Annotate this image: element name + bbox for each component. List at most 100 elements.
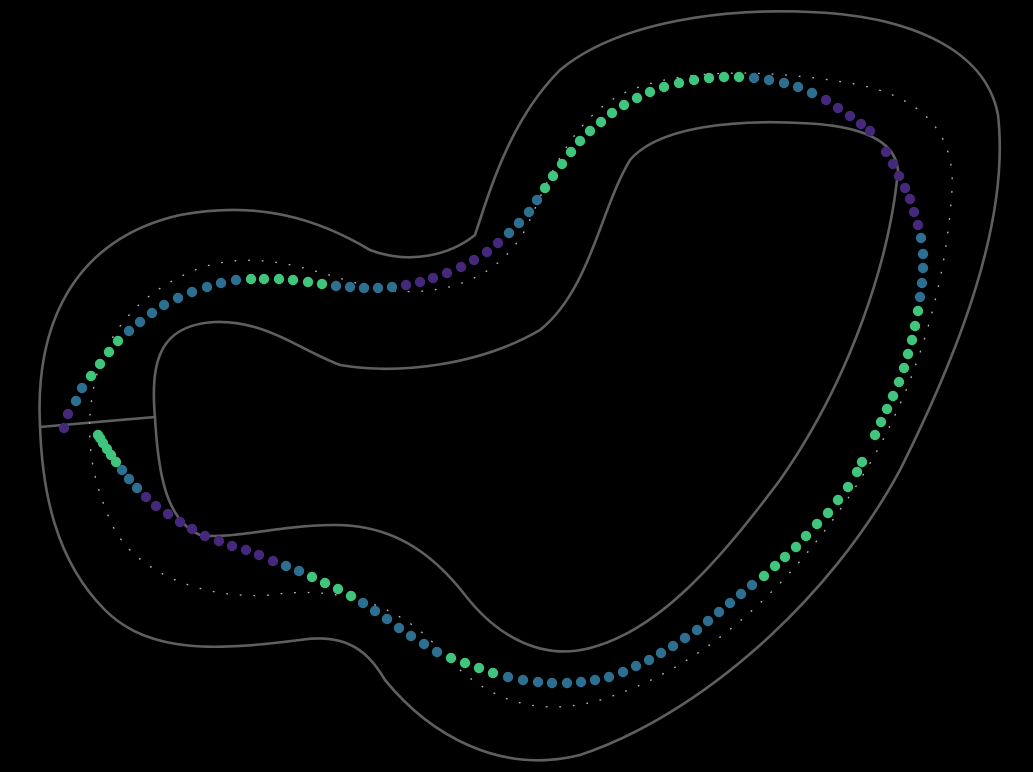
trajectory-point — [123, 473, 135, 485]
trajectory-point — [293, 565, 305, 577]
trajectory-point — [746, 579, 758, 591]
trajectory-point — [287, 274, 299, 286]
trajectory-point — [832, 102, 844, 114]
trajectory-point — [344, 281, 356, 293]
trajectory-point — [358, 282, 370, 294]
trajectory-point — [441, 267, 453, 279]
trajectory-point — [630, 660, 642, 672]
trajectory-point — [393, 622, 405, 634]
trajectory-point — [673, 77, 685, 89]
trajectory-point — [811, 518, 823, 530]
trajectory-point — [618, 99, 630, 111]
trajectory-point — [893, 170, 905, 182]
trajectory-point — [912, 305, 924, 317]
trajectory-point — [85, 370, 97, 382]
trajectory-point — [792, 81, 804, 93]
trajectory-point — [822, 507, 834, 519]
trajectory-point — [330, 280, 342, 292]
trajectory-point — [893, 376, 905, 388]
trajectory-point — [595, 116, 607, 128]
trajectory-point — [735, 588, 747, 600]
trajectory-point — [887, 390, 899, 402]
trajectory-point — [158, 299, 170, 311]
trajectory-point — [418, 638, 430, 650]
trajectory-point — [916, 277, 928, 289]
outer-track-boundary — [38, 9, 1002, 762]
trajectory-point — [273, 273, 285, 285]
trajectory-point — [134, 316, 146, 328]
trajectory-point — [603, 671, 615, 683]
trajectory-point — [414, 276, 426, 288]
trajectory-point — [215, 277, 227, 289]
trajectory-point — [213, 535, 225, 547]
trajectory-point — [357, 597, 369, 609]
trajectory-point — [517, 674, 529, 686]
trajectory-point — [199, 530, 211, 542]
trajectory-point — [912, 219, 924, 231]
trajectory-point — [898, 362, 910, 374]
trajectory-point — [226, 540, 238, 552]
trajectory-point — [369, 605, 381, 617]
trajectory-point — [280, 560, 292, 572]
trajectory-markers — [58, 71, 929, 689]
trajectory-point — [733, 71, 745, 83]
trajectory-point — [561, 677, 573, 689]
trajectory-point — [172, 292, 184, 304]
trajectory-point — [790, 541, 802, 553]
trajectory-point — [724, 597, 736, 609]
trajectory-point — [140, 491, 152, 503]
trajectory-point — [123, 325, 135, 337]
trajectory-point — [386, 281, 398, 293]
trajectory-point — [468, 254, 480, 266]
trajectory-point — [481, 246, 493, 258]
trajectory-point — [459, 657, 471, 669]
trajectory-point — [899, 182, 911, 194]
trajectory-point — [381, 613, 393, 625]
trajectory-point — [531, 194, 543, 206]
trajectory-point — [864, 125, 876, 137]
trajectory-point — [539, 182, 551, 194]
trajectory-point — [702, 615, 714, 627]
trajectory-point — [763, 74, 775, 86]
trajectory-point — [713, 606, 725, 618]
trajectory-point — [201, 281, 213, 293]
trajectory-point — [146, 307, 158, 319]
trajectory-point — [523, 206, 535, 218]
trajectory-point — [427, 272, 439, 284]
trajectory-point — [875, 416, 887, 428]
trajectory-point — [253, 549, 265, 561]
trajectory-point — [492, 237, 504, 249]
trajectory-point — [703, 72, 715, 84]
trajectory-point — [150, 500, 162, 512]
trajectory-point — [112, 335, 124, 347]
trajectory-point — [779, 551, 791, 563]
trajectory-point — [574, 135, 586, 147]
trajectory-point — [880, 146, 892, 158]
trajectory-point — [503, 227, 515, 239]
trajectory-point — [345, 590, 357, 602]
trajectory-point — [405, 630, 417, 642]
trajectory-point — [917, 248, 929, 260]
trajectory-point — [917, 262, 929, 274]
trajectory-point — [856, 456, 868, 468]
trajectory-point — [584, 125, 596, 137]
trajectory-point — [372, 282, 384, 294]
trajectory-point — [869, 429, 881, 441]
trajectory-point — [302, 276, 314, 288]
trajectory-point — [532, 676, 544, 688]
trajectory-point — [174, 516, 186, 528]
trajectory-point — [103, 346, 115, 358]
inner-track-boundary — [152, 120, 900, 653]
trajectory-point — [643, 654, 655, 666]
trajectory-point — [473, 662, 485, 674]
trajectory-point — [546, 677, 558, 689]
trajectory-point — [658, 81, 670, 93]
trajectory-point — [688, 74, 700, 86]
start-finish-line — [38, 415, 157, 429]
trajectory-point — [245, 273, 257, 285]
trajectory-point — [186, 523, 198, 535]
trajectory-point — [904, 193, 916, 205]
trajectory-point — [306, 571, 318, 583]
trajectory-point — [906, 334, 918, 346]
trajectory-point — [914, 291, 926, 303]
